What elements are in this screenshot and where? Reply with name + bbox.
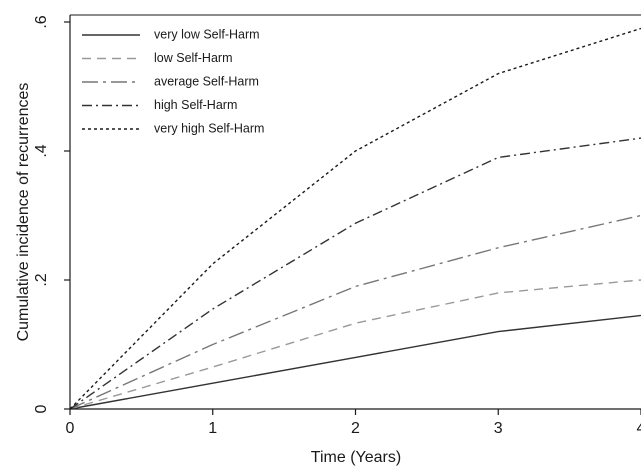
series-line-1	[69, 314, 641, 410]
legend-label-3: average Self-Harm	[154, 74, 259, 88]
y-tick-label: 0	[33, 404, 50, 413]
legend-label-2: low Self-Harm	[154, 51, 233, 65]
series-line-5	[69, 27, 641, 410]
y-tick-label: .4	[33, 144, 50, 157]
legend-label-4: high Self-Harm	[154, 98, 237, 112]
y-axis-title: Cumulative incidence of recurrences	[15, 83, 32, 342]
x-tick-label: 0	[66, 420, 75, 437]
series-line-3	[69, 214, 641, 410]
axes: 0 .2 .4 .6 0 1 2 3 4	[33, 15, 641, 437]
x-tick-label: 4	[637, 420, 641, 437]
x-tick-label: 3	[494, 420, 503, 437]
x-tick-label: 1	[208, 420, 217, 437]
x-axis-title: Time (Years)	[311, 449, 401, 466]
series-line-2	[69, 279, 641, 410]
x-tick-label: 2	[351, 420, 360, 437]
legend: very low Self-Harm low Self-Harm average S…	[82, 27, 264, 135]
y-tick-label: .6	[33, 15, 50, 28]
series-layer	[69, 27, 641, 410]
y-tick-label: .2	[33, 273, 50, 286]
legend-label-5: very high Self-Harm	[154, 121, 264, 135]
legend-label-1: very low Self-Harm	[154, 27, 260, 41]
series-line-4	[69, 137, 641, 410]
